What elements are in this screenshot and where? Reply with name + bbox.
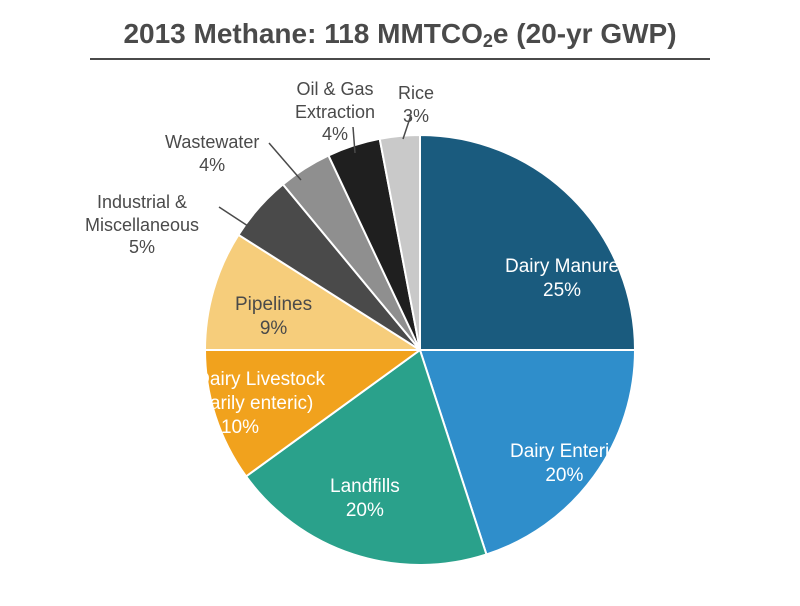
- slice-label: Rice3%: [398, 82, 434, 127]
- slice-label: Wastewater4%: [165, 131, 259, 176]
- pie-slice: [420, 135, 635, 350]
- slice-label: Industrial &Miscellaneous5%: [85, 191, 199, 259]
- leader-line: [269, 143, 301, 180]
- slice-label: Pipelines9%: [235, 293, 312, 341]
- slice-label: Dairy Enteric20%: [510, 440, 619, 488]
- slice-label: Oil & GasExtraction4%: [295, 78, 375, 146]
- leader-line: [219, 207, 251, 228]
- slice-label: Non-Dairy Livestock(primarily enteric)10…: [155, 368, 325, 439]
- slice-label: Landfills20%: [330, 475, 400, 523]
- slice-label: Dairy Manure25%: [505, 255, 619, 303]
